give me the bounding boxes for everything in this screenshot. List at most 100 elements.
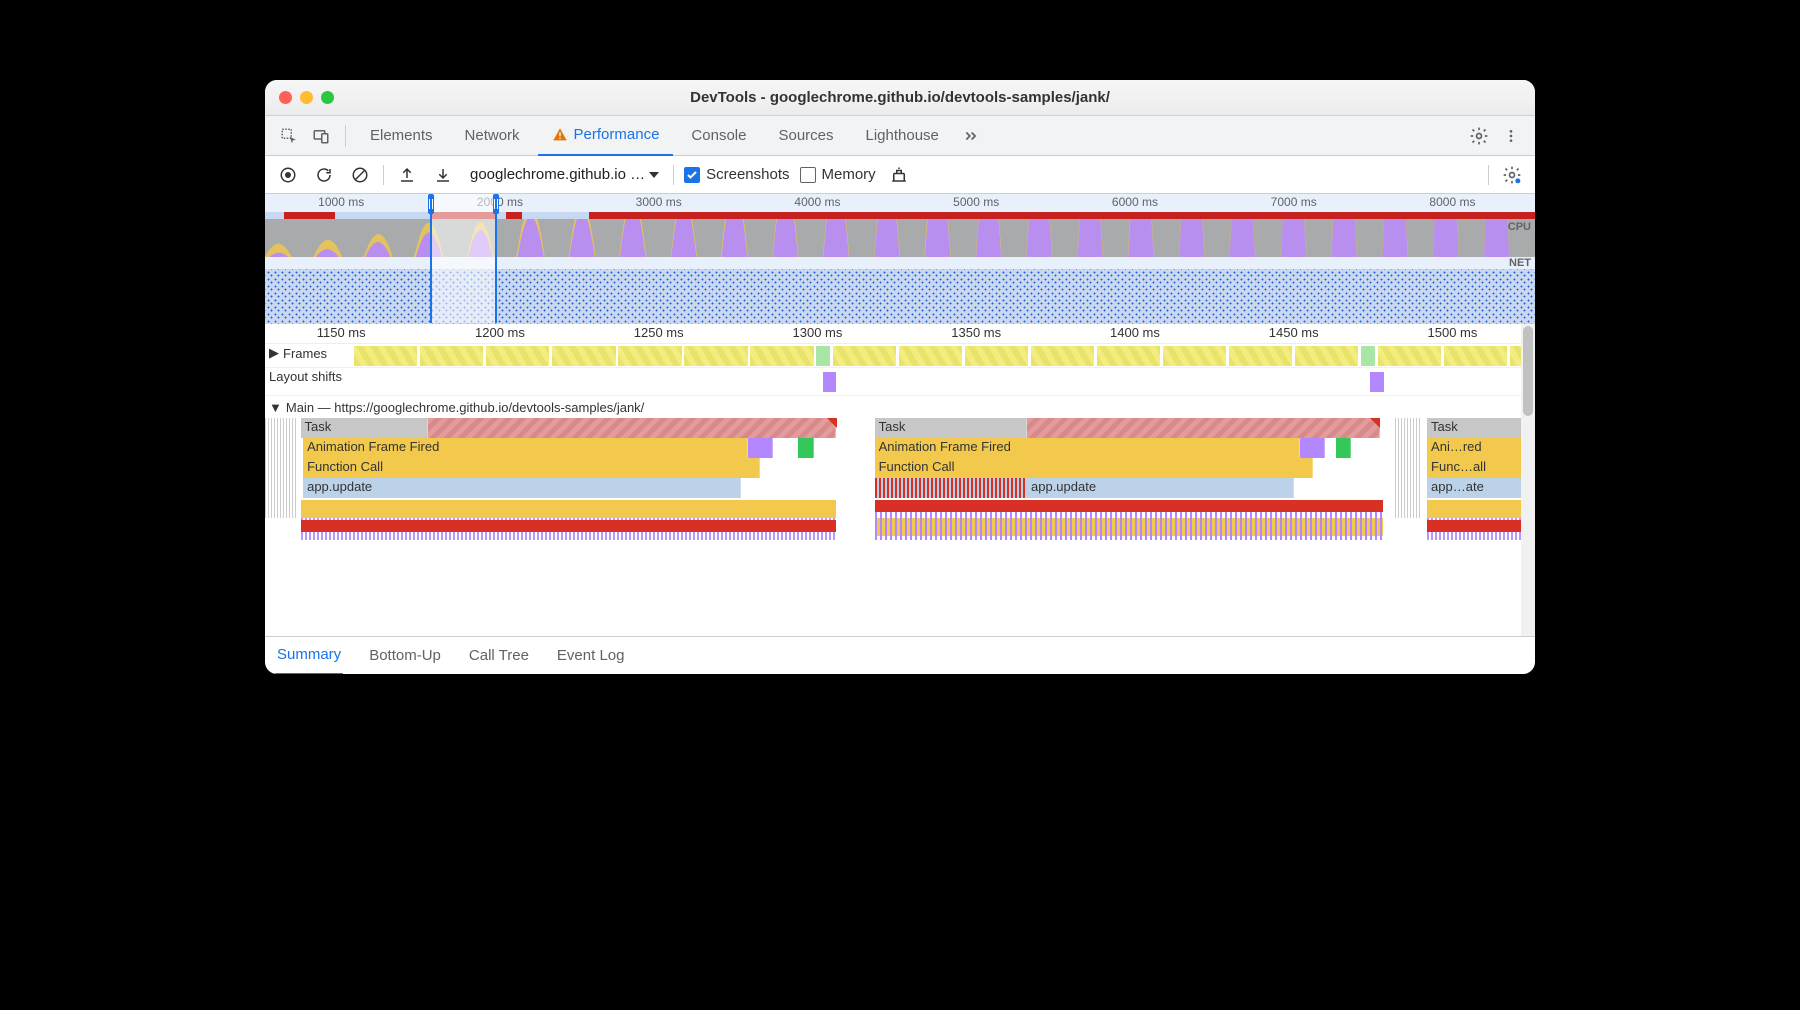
main-thread-flame[interactable]: TaskAnimation Frame FiredFunction Callap… [265,418,1535,618]
tab-sources[interactable]: Sources [764,116,847,156]
record-button[interactable] [275,162,301,188]
flame-green[interactable] [1336,438,1351,458]
settings-icon[interactable] [1465,122,1493,150]
flame-function-call[interactable]: Function Call [303,458,760,478]
upload-button[interactable] [394,162,420,188]
frame-block[interactable] [354,346,418,366]
flame-function-call[interactable]: Func…all [1427,458,1535,478]
frame-block[interactable] [1031,346,1095,366]
flame-app-update[interactable]: app.update [303,478,741,498]
vertical-scrollbar[interactable] [1521,324,1535,636]
download-button[interactable] [430,162,456,188]
layout-shift-block[interactable] [823,372,837,392]
selection-handle-left[interactable] [428,194,434,214]
tab-bottom-up[interactable]: Bottom-Up [367,637,443,675]
prelude-tasks [1395,418,1420,518]
tab-summary[interactable]: Summary [275,637,343,675]
detail-tick: 1300 ms [793,325,843,340]
flame-green[interactable] [798,438,813,458]
detail-tabs: Summary Bottom-Up Call Tree Event Log [265,636,1535,674]
flame-app-update[interactable]: app…ate [1427,478,1535,498]
detail-tick: 1150 ms [317,325,366,340]
more-tabs-icon[interactable] [957,122,985,150]
flame-task-long[interactable] [1027,418,1380,438]
recording-dropdown[interactable]: googlechrome.github.io … [466,164,663,185]
detail-ruler: 1150 ms1200 ms1250 ms1300 ms1350 ms1400 … [265,324,1535,344]
frame-block[interactable] [750,346,814,366]
tab-elements[interactable]: Elements [356,116,447,156]
flame-purple[interactable] [748,438,773,458]
checkbox-unchecked-icon [800,167,816,183]
tab-network[interactable]: Network [451,116,534,156]
flame-animation-frame[interactable]: Animation Frame Fired [303,438,748,458]
minimize-button[interactable] [300,91,313,104]
clear-button[interactable] [347,162,373,188]
frame-block[interactable] [833,346,897,366]
frame-block[interactable] [684,346,748,366]
tab-event-log[interactable]: Event Log [555,637,627,675]
flame-function-call[interactable]: Function Call [875,458,1313,478]
flame-chart[interactable]: 1150 ms1200 ms1250 ms1300 ms1350 ms1400 … [265,324,1535,636]
kebab-menu-icon[interactable] [1497,122,1525,150]
flame-deep-stack[interactable] [301,500,837,540]
frame-block[interactable] [1444,346,1508,366]
inspect-icon[interactable] [275,122,303,150]
flame-purple[interactable] [1300,438,1325,458]
main-thread-header[interactable]: ▼ Main — https://googlechrome.github.io/… [265,396,1535,418]
memory-checkbox[interactable]: Memory [800,166,876,183]
frame-block[interactable] [552,346,616,366]
warning-icon [552,127,568,143]
screenshots-checkbox[interactable]: Screenshots [684,166,789,183]
expand-icon[interactable]: ▶ [269,345,279,361]
frame-block[interactable] [486,346,550,366]
overview-selection[interactable] [430,194,497,323]
frame-block[interactable] [816,346,830,366]
frame-block[interactable] [1163,346,1227,366]
layout-shift-block[interactable] [1370,372,1384,392]
frame-block[interactable] [1229,346,1293,366]
flame-animation-frame[interactable]: Ani…red [1427,438,1535,458]
flame-task[interactable]: Task [301,418,428,438]
frame-block[interactable] [1361,346,1375,366]
frame-block[interactable] [899,346,963,366]
overview-tick: 3000 ms [636,195,682,209]
overview-tick: 8000 ms [1429,195,1475,209]
collapse-icon[interactable]: ▼ [269,400,282,415]
main-tabbar: Elements Network Performance Console Sou… [265,116,1535,156]
flame-animation-frame[interactable]: Animation Frame Fired [875,438,1300,458]
overview-long-task-bar [284,212,335,219]
capture-settings-icon[interactable] [1499,162,1525,188]
tab-call-tree[interactable]: Call Tree [467,637,531,675]
flame-task-long[interactable] [428,418,837,438]
tab-performance[interactable]: Performance [538,116,674,156]
detail-tick: 1400 ms [1110,325,1160,340]
layout-shifts-lane[interactable]: Layout shifts [265,368,1535,396]
tab-lighthouse[interactable]: Lighthouse [852,116,953,156]
overview-timeline[interactable]: 1000 ms2000 ms3000 ms4000 ms5000 ms6000 … [265,194,1535,324]
layout-shifts-label: Layout shifts [269,369,342,384]
frame-block[interactable] [420,346,484,366]
reload-record-button[interactable] [311,162,337,188]
flame-task[interactable]: Task [875,418,1027,438]
perf-toolbar: googlechrome.github.io … Screenshots Mem… [265,156,1535,194]
scrollbar-thumb[interactable] [1523,326,1533,416]
selection-handle-right[interactable] [493,194,499,214]
flame-app-update[interactable]: app.update [1027,478,1294,498]
flame-deep-stack[interactable] [875,500,1383,540]
frames-lane[interactable]: ▶ Frames [265,344,1535,368]
frame-block[interactable] [1097,346,1161,366]
frame-block[interactable] [618,346,682,366]
collect-garbage-button[interactable] [886,162,912,188]
device-toggle-icon[interactable] [307,122,335,150]
frame-block[interactable] [1295,346,1359,366]
overview-long-task-bar [589,212,1535,219]
tab-console[interactable]: Console [677,116,760,156]
flame-task[interactable]: Task [1427,418,1535,438]
flame-deep-stack[interactable] [1427,500,1535,540]
frame-block[interactable] [1378,346,1442,366]
overview-tick: 6000 ms [1112,195,1158,209]
detail-tick: 1250 ms [634,325,684,340]
maximize-button[interactable] [321,91,334,104]
frame-block[interactable] [965,346,1029,366]
close-button[interactable] [279,91,292,104]
